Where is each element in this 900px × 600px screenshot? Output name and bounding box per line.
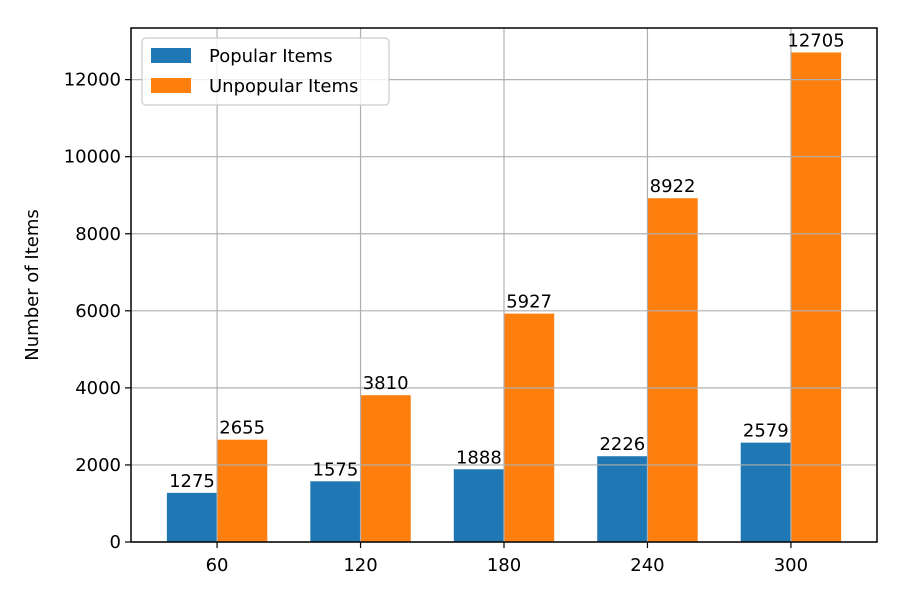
bar-value-label: 12705 [787,30,844,51]
bar-popular [597,456,648,542]
bar-value-label: 2655 [219,418,265,439]
bar-popular [310,481,361,542]
x-tick-label: 300 [774,555,808,576]
bar-popular [740,442,791,542]
y-tick-label: 8000 [75,224,121,245]
x-tick-label: 120 [343,555,377,576]
bar-unpopular [790,52,842,543]
x-tick-label: 60 [206,555,229,576]
legend-swatch [151,78,191,93]
y-tick-label: 4000 [75,378,121,399]
y-tick-label: 10000 [64,147,121,168]
y-tick-label: 0 [110,532,121,553]
bar-value-label: 2579 [743,421,789,442]
bar-value-label: 1275 [169,471,215,492]
bar-unpopular [217,439,268,542]
bar-value-label: 8922 [650,176,696,197]
data-labels: 1275 1575 1888 2226 2579 2655 3810 5927 8922 1270… [169,30,845,491]
legend-label: Unpopular Items [209,76,358,97]
legend-swatch [151,48,191,63]
axis-ticks: 0 2000 4000 6000 8000 10000 12000 60 120 180 240 30… [64,70,808,576]
bars [166,52,842,543]
bar-value-label: 3810 [363,373,409,394]
x-tick-label: 240 [630,555,664,576]
bar-unpopular [360,395,411,542]
y-tick-label: 6000 [75,301,121,322]
legend-box [141,37,390,106]
bar-popular [166,492,218,542]
bar-unpopular [504,313,555,542]
legend-label: Popular Items [209,46,333,67]
bar-unpopular [647,198,698,542]
bar-popular [453,469,504,542]
y-tick-label: 12000 [64,70,121,91]
bar-value-label: 2226 [599,434,645,455]
bar-value-label: 5927 [506,292,552,313]
y-axis-label: Number of Items [22,209,43,360]
bar-value-label: 1888 [456,447,502,468]
x-tick-label: 180 [487,555,521,576]
bar-value-label: 1575 [313,459,359,480]
y-tick-label: 2000 [75,455,121,476]
legend: Popular Items Unpopular Items [141,37,390,106]
